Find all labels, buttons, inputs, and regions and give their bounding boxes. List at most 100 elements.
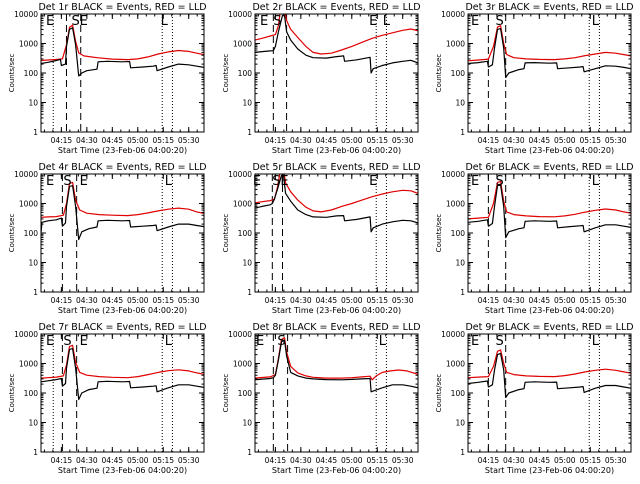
y-tick-label: 10000	[14, 10, 38, 19]
panel-title: Det 7r BLACK = Events, RED = LLD	[38, 322, 206, 333]
x-tick-label: 05:00	[554, 296, 576, 305]
y-tick-label: 10000	[14, 170, 38, 179]
event-marker-label: S	[277, 334, 285, 349]
series-line-events	[255, 174, 418, 233]
y-tick-label: 1000	[233, 360, 252, 369]
x-tick-label: 04:15	[51, 136, 73, 145]
series-line-events	[255, 339, 418, 393]
event-marker-label: L	[592, 14, 600, 29]
y-tick-label: 10000	[228, 10, 252, 19]
plot-area	[41, 174, 204, 292]
event-marker-label: E	[46, 14, 54, 29]
series-line-lld	[41, 181, 204, 218]
y-tick-label: 1	[33, 288, 38, 297]
x-tick-label: 05:00	[341, 136, 363, 145]
y-tick-label: 1	[247, 448, 252, 457]
x-tick-label: 05:00	[341, 456, 363, 465]
panel-3: Det 3r BLACK = Events, RED = LLD 1 10 100 10…	[435, 2, 634, 155]
series-line-lld	[41, 344, 204, 379]
y-tick-label: 100	[238, 229, 253, 238]
x-tick-label: 05:30	[605, 296, 627, 305]
y-tick-label: 100	[24, 389, 39, 398]
plot-area	[255, 14, 418, 132]
event-marker-label: L	[592, 174, 600, 189]
x-tick-label: 04:30	[76, 456, 98, 465]
x-tick-label: 05:30	[178, 456, 200, 465]
event-marker-label: L	[161, 14, 169, 29]
x-tick-label: 05:30	[605, 456, 627, 465]
x-tick-label: 05:00	[127, 296, 149, 305]
y-tick-label: 10000	[441, 10, 465, 19]
event-marker-label: L	[165, 334, 173, 349]
panel-9: Det 9r BLACK = Events, RED = LLD 1 10 100 10…	[435, 322, 634, 475]
event-marker-label: E	[471, 334, 479, 349]
x-tick-label: 04:45	[529, 136, 551, 145]
axes-frame	[40, 333, 205, 453]
event-marker-label: E	[46, 174, 54, 189]
y-tick-label: 100	[24, 229, 39, 238]
panel-8: Det 8r BLACK = Events, RED = LLD 1 10 100 10…	[222, 322, 421, 475]
event-marker-label: L	[379, 334, 387, 349]
panel-title: Det 2r BLACK = Events, RED = LLD	[252, 2, 420, 13]
y-tick-label: 10	[28, 259, 38, 268]
y-tick-label: 100	[451, 389, 466, 398]
event-marker-label: E	[471, 14, 479, 29]
plot-area	[41, 14, 204, 132]
event-marker-label: L	[165, 174, 173, 189]
y-axis-label: Counts/sec	[435, 54, 443, 93]
x-tick-label: 05:30	[178, 136, 200, 145]
x-tick-label: 05:00	[127, 456, 149, 465]
y-tick-label: 10	[242, 419, 252, 428]
x-axis-label: Start Time (23-Feb-06 04:00:20)	[58, 466, 187, 475]
x-tick-label: 05:30	[178, 296, 200, 305]
x-axis-label: Start Time (23-Feb-06 04:00:20)	[58, 146, 187, 155]
y-tick-label: 1	[460, 448, 465, 457]
x-axis-label: Start Time (23-Feb-06 04:00:20)	[272, 146, 401, 155]
y-tick-label: 100	[238, 69, 253, 78]
event-marker-label: S	[63, 174, 71, 189]
y-tick-label: 10000	[228, 330, 252, 339]
y-tick-label: 10	[28, 419, 38, 428]
series-line-events	[468, 184, 631, 239]
y-tick-label: 100	[238, 389, 253, 398]
series-line-lld	[255, 14, 418, 55]
plot-area	[468, 14, 631, 132]
series-line-events	[41, 348, 204, 401]
y-tick-label: 10	[455, 419, 465, 428]
event-marker-label: E	[256, 334, 264, 349]
series-line-events	[255, 14, 418, 74]
x-tick-label: 04:15	[478, 136, 500, 145]
event-marker-label: E	[46, 334, 54, 349]
y-tick-label: 100	[451, 229, 466, 238]
y-tick-label: 1000	[19, 40, 38, 49]
panel-title: Det 9r BLACK = Events, RED = LLD	[465, 322, 633, 333]
event-marker-label: S	[72, 14, 80, 29]
x-tick-label: 04:45	[102, 296, 124, 305]
panel-7: Det 7r BLACK = Events, RED = LLD 1 10 100 10…	[8, 322, 207, 475]
y-axis-label: Counts/sec	[222, 54, 230, 93]
y-tick-label: 1	[247, 288, 252, 297]
x-tick-label: 04:30	[290, 296, 312, 305]
y-tick-label: 10	[455, 99, 465, 108]
x-tick-label: 04:45	[316, 296, 338, 305]
y-tick-label: 10	[242, 99, 252, 108]
y-tick-label: 10000	[14, 330, 38, 339]
event-marker-label: E	[80, 174, 88, 189]
axes-frame	[40, 13, 205, 133]
x-tick-label: 05:15	[366, 296, 388, 305]
event-marker-label: E	[471, 174, 479, 189]
y-axis-label: Counts/sec	[222, 374, 230, 413]
event-marker-label: S	[495, 334, 503, 349]
x-tick-label: 04:30	[503, 296, 525, 305]
y-tick-label: 1000	[446, 360, 465, 369]
event-marker-label: L	[592, 334, 600, 349]
y-tick-label: 1	[33, 128, 38, 137]
event-marker-label: S	[273, 14, 281, 29]
x-tick-label: 04:30	[503, 456, 525, 465]
y-tick-label: 1000	[446, 40, 465, 49]
x-tick-label: 05:30	[392, 136, 414, 145]
panel-title: Det 6r BLACK = Events, RED = LLD	[465, 162, 633, 173]
y-axis-label: Counts/sec	[8, 54, 16, 93]
event-marker-label: E	[80, 334, 88, 349]
